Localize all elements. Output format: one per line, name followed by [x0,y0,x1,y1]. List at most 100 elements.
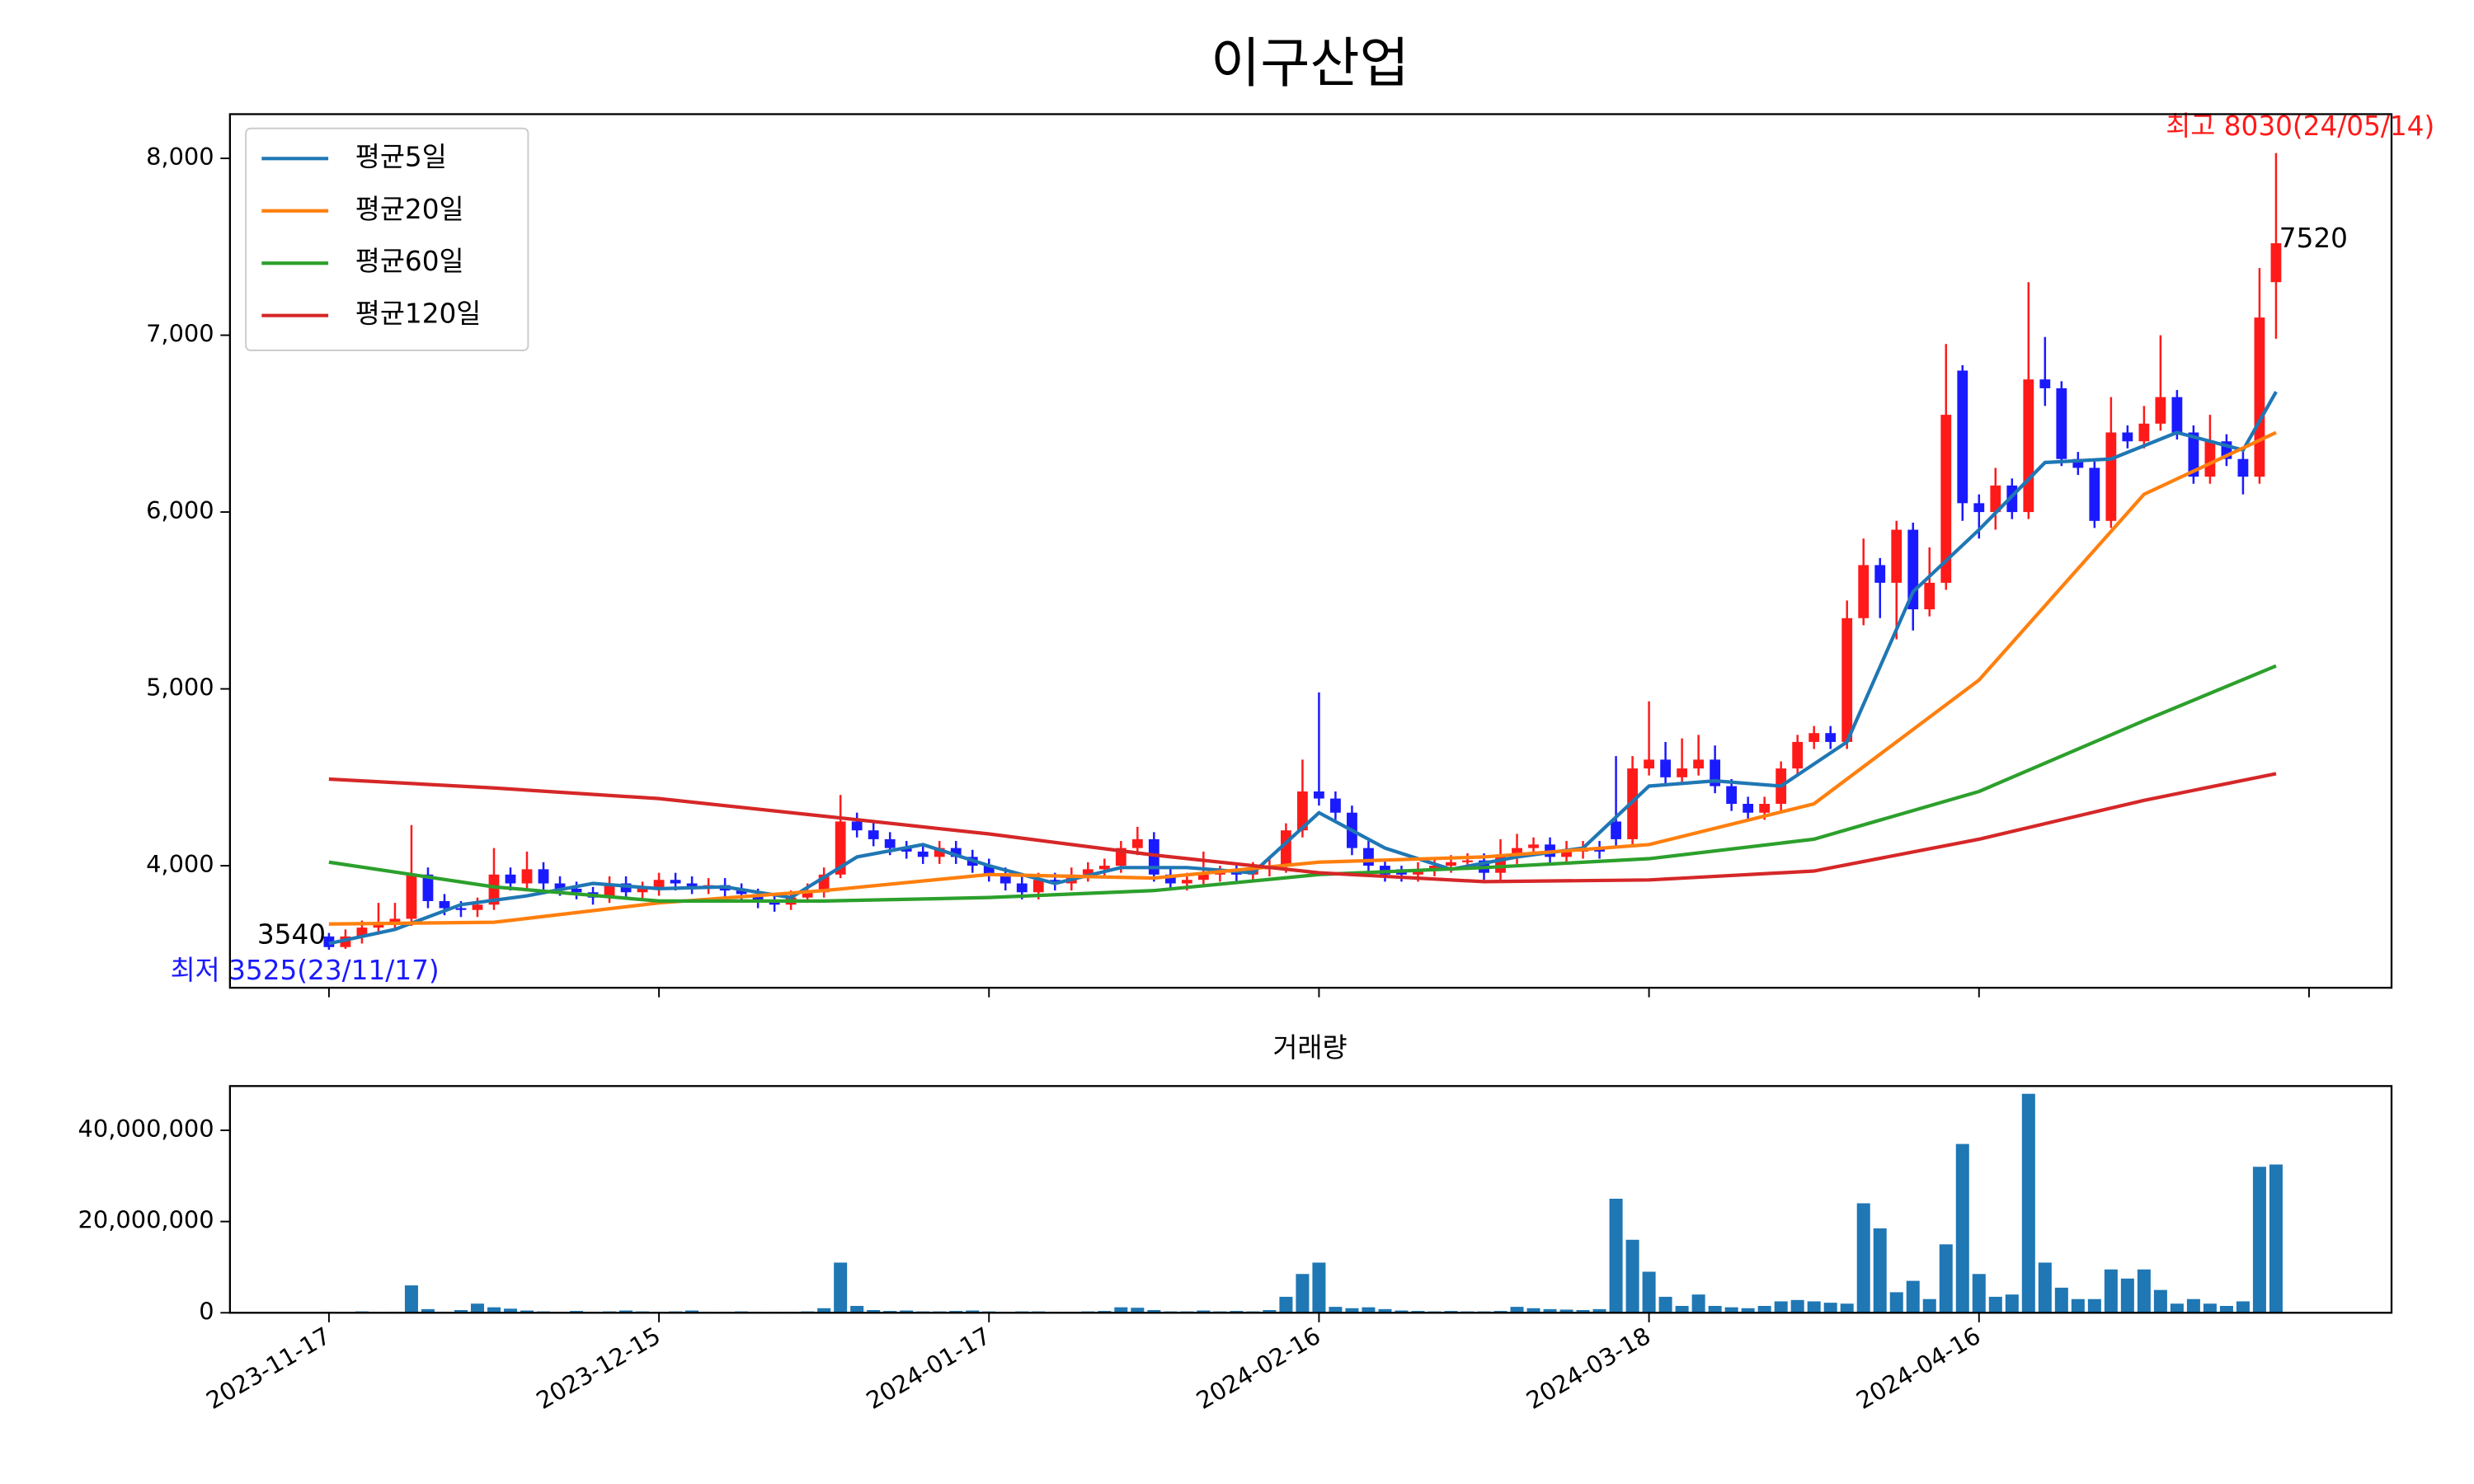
candle-body [1858,565,1870,618]
legend-box [245,127,529,351]
volume-bar [1972,1274,1986,1313]
volume-bar [2104,1269,2118,1313]
candle-body [999,874,1011,884]
volume-bar [487,1307,501,1313]
candle-body [356,928,368,937]
candle-body [571,888,582,893]
candle-body [1082,869,1094,875]
volume-bar [2186,1298,2200,1313]
candle-body [554,883,566,889]
candle-body [1759,804,1771,813]
volume-bar [1757,1306,1771,1313]
candle-body [406,874,417,919]
candle-body [901,848,912,852]
candle-body [1973,503,1985,513]
volume-bar [685,1310,699,1313]
y-tick-label: 7,000 [146,320,214,348]
legend-label: 평균120일 [355,298,482,330]
volume-title: 거래량 [1272,1032,1347,1064]
candle-body [1016,883,1028,893]
candle-body [1446,862,1456,866]
candle-body [1164,874,1176,884]
candle-body [2237,458,2249,477]
candle-body [472,904,483,910]
volume-bar [1708,1306,1722,1313]
volume-bar [1395,1310,1409,1313]
volume-bar [1559,1309,1573,1313]
moving-average-line [328,772,2277,884]
candle-body [752,894,764,901]
candle-body [1363,848,1374,866]
volume-bar [1988,1296,2002,1313]
volume-bar [454,1309,468,1313]
y-tick-label: 0 [199,1297,214,1325]
volume-bar [1131,1308,1145,1313]
volume-bar [1576,1309,1590,1313]
candle-body [505,874,516,884]
candle-body [1214,872,1225,875]
volume-bar [1279,1296,1293,1313]
candle-body [439,900,450,909]
volume-bar [1741,1308,1755,1313]
candle-body [604,883,615,898]
candle-body [769,900,780,905]
y-tick-label: 40,000,000 [78,1115,214,1143]
legend-label: 평균60일 [355,246,464,277]
volume-bar [2137,1269,2151,1313]
volume-bar [867,1309,881,1313]
candle-body [736,890,747,895]
volume-bar [404,1285,418,1313]
candle-body [1792,741,1804,769]
candle-body [1841,618,1853,742]
volume-bar [1345,1308,1359,1313]
candle-body [1098,866,1110,870]
volume-bar [1823,1303,1837,1313]
volume-bar [2038,1262,2052,1313]
candle-body [1990,485,2001,513]
volume-bar [1658,1296,1672,1313]
candle-body [1131,838,1143,848]
candle-body [2155,397,2166,424]
candle-body [1957,370,1968,504]
last-close-label: 7520 [2279,223,2348,254]
candle-body [1611,821,1621,839]
volume-bar [1378,1308,1392,1313]
candle-body [1644,759,1655,769]
y-tick-label: 4,000 [146,850,214,878]
volume-bar [1691,1294,1705,1313]
volume-bar [470,1303,484,1313]
candle-body [2204,441,2216,477]
candle-body [868,830,879,839]
volume-bar [1543,1308,1557,1313]
candle-body [2171,397,2183,433]
candle-body [1940,415,1952,583]
candle-body [2023,379,2034,513]
candle-body [1512,848,1522,857]
volume-bar [1856,1203,1870,1313]
moving-average-line [328,391,2278,946]
candle-body [2254,317,2265,477]
volume-bar [2269,1164,2283,1313]
candle-body [1032,880,1044,893]
candle-body [1825,733,1837,742]
candle-body [934,848,945,857]
volume-bar [1296,1274,1310,1313]
volume-bar [817,1308,831,1313]
candle-body [637,888,648,893]
volume-bar [2203,1303,2217,1313]
candle-body [1891,529,1903,583]
first-close-label: 3540 [257,918,326,950]
max-annotation: 최고 8030(24/05/14) [2166,110,2434,142]
candle-body [1743,804,1754,813]
candle-body [2105,432,2117,521]
volume-bar [2219,1306,2233,1313]
candle-body [1462,860,1473,862]
volume-bar [1312,1262,1326,1313]
candle-body [2039,379,2051,388]
candle-body [1874,565,1886,583]
volume-bar [421,1308,435,1313]
volume-bar [2120,1278,2134,1313]
volume-bar [2087,1298,2101,1313]
